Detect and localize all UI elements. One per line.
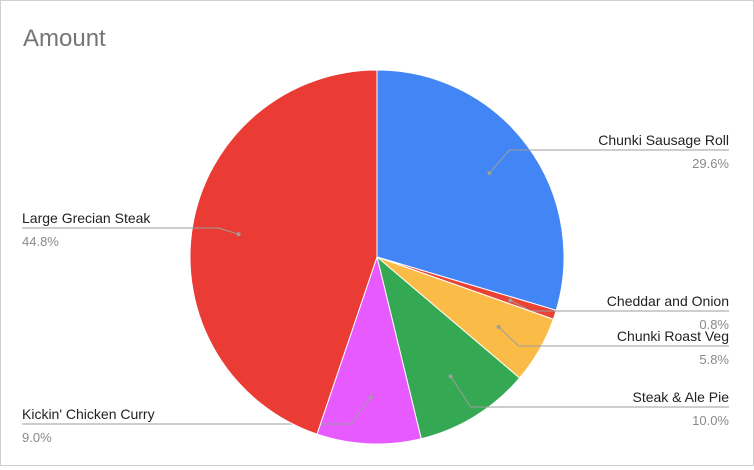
leader-dot-large-grecian-steak — [236, 232, 241, 237]
pie-slice-large-grecian-steak[interactable] — [189, 69, 378, 435]
leader-line-steak-ale-pie — [450, 376, 729, 408]
leader-dot-steak-ale-pie — [448, 374, 453, 379]
chart-title: Amount — [23, 25, 106, 52]
slice-value-label-chunki-sausage-roll: 29.6% — [692, 156, 729, 171]
leader-line-large-grecian-steak — [22, 227, 239, 235]
leader-dot-kickin-chicken-curry — [368, 395, 373, 400]
slice-value-label-steak-ale-pie: 10.0% — [692, 413, 729, 428]
slice-value-label-large-grecian-steak: 44.8% — [22, 234, 59, 249]
slice-label-cheddar-and-onion: Cheddar and Onion — [607, 293, 729, 309]
slice-label-steak-ale-pie: Steak & Ale Pie — [632, 389, 729, 405]
pie-slice-chunki-sausage-roll[interactable] — [376, 69, 565, 311]
slice-label-large-grecian-steak: Large Grecian Steak — [22, 210, 151, 226]
pie-slice-kickin-chicken-curry[interactable] — [316, 255, 422, 445]
slice-value-label-chunki-roast-veg: 5.8% — [699, 352, 729, 367]
slice-label-chunki-roast-veg: Chunki Roast Veg — [617, 328, 729, 344]
leader-dot-chunki-roast-veg — [496, 324, 501, 329]
slice-value-label-cheddar-and-onion: 0.8% — [699, 317, 729, 332]
leader-line-kickin-chicken-curry — [22, 396, 372, 425]
slice-label-kickin-chicken-curry: Kickin' Chicken Curry — [22, 406, 155, 422]
slice-label-chunki-sausage-roll: Chunki Sausage Roll — [598, 132, 729, 148]
pie-slice-steak-ale-pie[interactable] — [376, 255, 521, 440]
leader-dot-chunki-sausage-roll — [487, 171, 492, 176]
leader-dot-cheddar-and-onion — [508, 298, 513, 303]
leader-line-chunki-roast-veg — [498, 326, 729, 347]
slice-value-label-kickin-chicken-curry: 9.0% — [22, 430, 52, 445]
leader-line-chunki-sausage-roll — [489, 149, 729, 174]
